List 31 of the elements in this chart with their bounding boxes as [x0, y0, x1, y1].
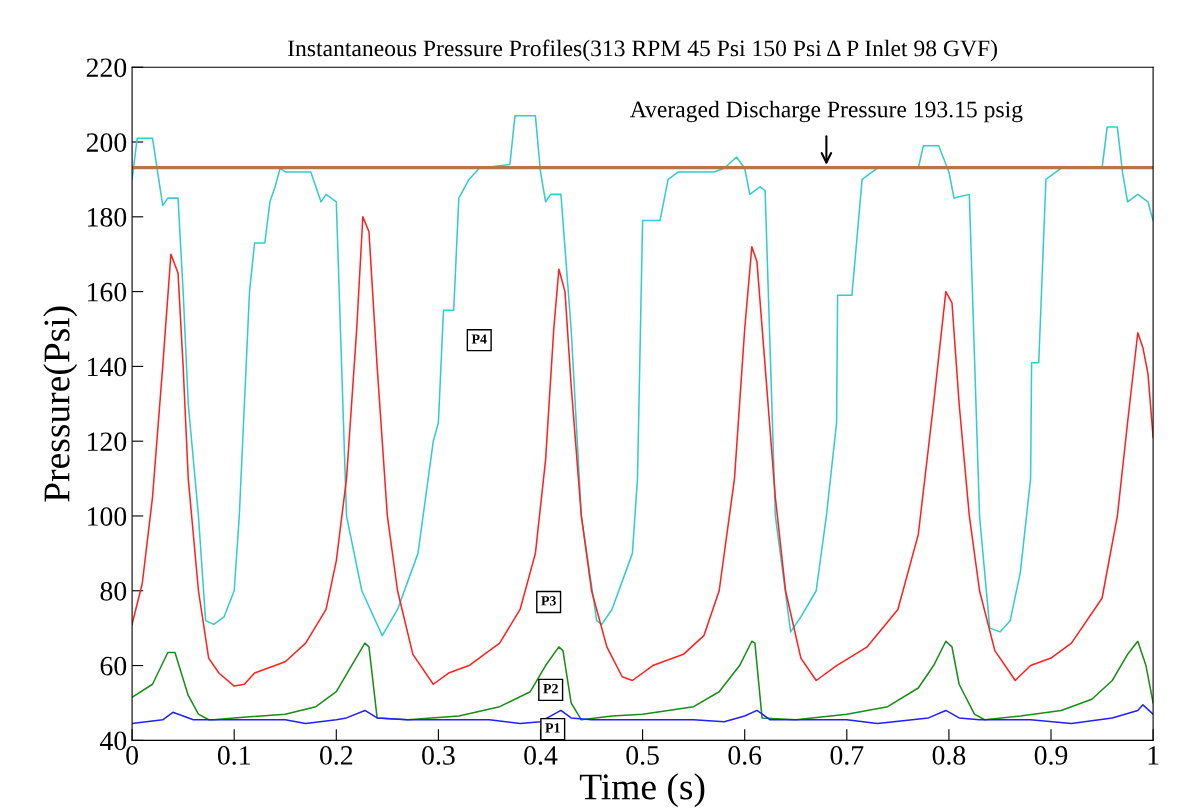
- x-tick-label: 0.2: [319, 746, 353, 765]
- annotation: P1: [545, 723, 560, 733]
- annotation: P4: [471, 334, 487, 344]
- annotation: P3: [541, 596, 556, 606]
- y-tick-label: 120: [88, 432, 127, 452]
- y-tick-label: 40: [99, 731, 127, 751]
- ref-line-label: Averaged Discharge Pressure 193.15 psig: [630, 100, 1023, 123]
- y-axis-title: Pressure(Psi): [43, 306, 78, 502]
- x-tick-label: 0.9: [1034, 746, 1068, 765]
- x-tick-label: 0.7: [830, 746, 864, 765]
- line-series: [132, 704, 1154, 725]
- x-axis-title: Time (s): [579, 773, 705, 808]
- x-tick-label: 0.6: [728, 746, 762, 765]
- x-tick-label: 0.1: [217, 746, 250, 765]
- y-tick-label: 140: [88, 357, 127, 377]
- annotation: P2: [543, 684, 558, 694]
- x-tick-label: 0.3: [422, 746, 455, 765]
- x-tick-label: 1: [1148, 746, 1159, 765]
- chart-title: Instantaneous Pressure Profiles(313 RPM 45 Psi 150 Psi Δ P Inlet 98 GVF): [288, 39, 997, 62]
- y-tick-label: 160: [88, 282, 127, 302]
- x-tick-label: 0.8: [932, 746, 966, 765]
- x-tick-label: 0.4: [524, 746, 558, 765]
- y-tick-label: 80: [100, 581, 127, 601]
- line-series: [132, 640, 1154, 721]
- x-tick-label: 0: [126, 746, 138, 765]
- y-tick-label: 180: [88, 207, 127, 227]
- y-tick-label: 100: [88, 507, 127, 526]
- y-tick-label: 60: [100, 656, 127, 676]
- y-tick-label: 220: [86, 58, 127, 78]
- x-tick-label: 0.5: [626, 746, 659, 765]
- y-tick-label: 200: [86, 133, 127, 152]
